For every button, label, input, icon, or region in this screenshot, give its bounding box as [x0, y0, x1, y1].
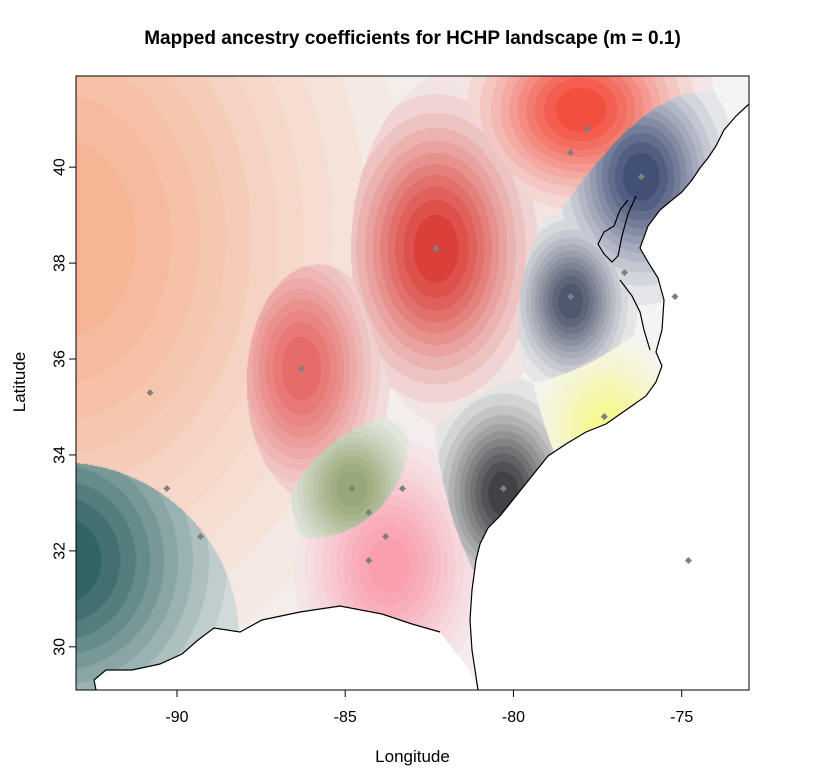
sample-point — [398, 485, 406, 493]
y-tick-label: 32 — [52, 542, 69, 560]
sample-point — [567, 149, 575, 157]
chart-title: Mapped ancestry coefficients for HCHP la… — [144, 28, 681, 49]
y-tick-label: 38 — [52, 254, 69, 272]
sample-point — [671, 293, 679, 301]
plot-border — [75, 75, 750, 691]
sample-point — [365, 509, 373, 517]
x-axis: -90 -85 -80 -75 — [165, 690, 693, 726]
southern-sea — [200, 606, 478, 690]
coastline — [93, 103, 749, 690]
x-axis-label: Longitude — [375, 747, 450, 766]
sample-point — [567, 293, 575, 301]
sample-point — [620, 269, 628, 277]
x-tick-label: -80 — [502, 709, 525, 726]
x-tick-label: -90 — [165, 709, 188, 726]
axes: -90 -85 -80 -75 30 32 34 36 38 40 — [52, 75, 750, 726]
x-tick-label: -85 — [334, 709, 357, 726]
y-tick-label: 30 — [52, 638, 69, 656]
sample-point — [163, 485, 171, 493]
sample-point — [365, 556, 373, 564]
y-tick-label: 36 — [52, 350, 69, 368]
sample-point — [297, 365, 305, 373]
sample-point — [499, 485, 507, 493]
sample-point — [600, 413, 608, 421]
sample-point — [583, 125, 591, 133]
ocean-area — [94, 76, 749, 690]
y-axis: 30 32 34 36 38 40 — [52, 158, 76, 656]
sample-point — [637, 173, 645, 181]
sample-point — [197, 533, 205, 540]
sample-point — [382, 533, 390, 540]
sample-points — [146, 125, 692, 564]
y-tick-label: 34 — [52, 446, 69, 464]
sample-point — [146, 389, 154, 397]
sample-point — [432, 245, 440, 253]
x-tick-label: -75 — [670, 709, 693, 726]
sample-point — [684, 556, 692, 564]
y-tick-label: 40 — [52, 158, 69, 176]
sample-point — [348, 485, 356, 493]
